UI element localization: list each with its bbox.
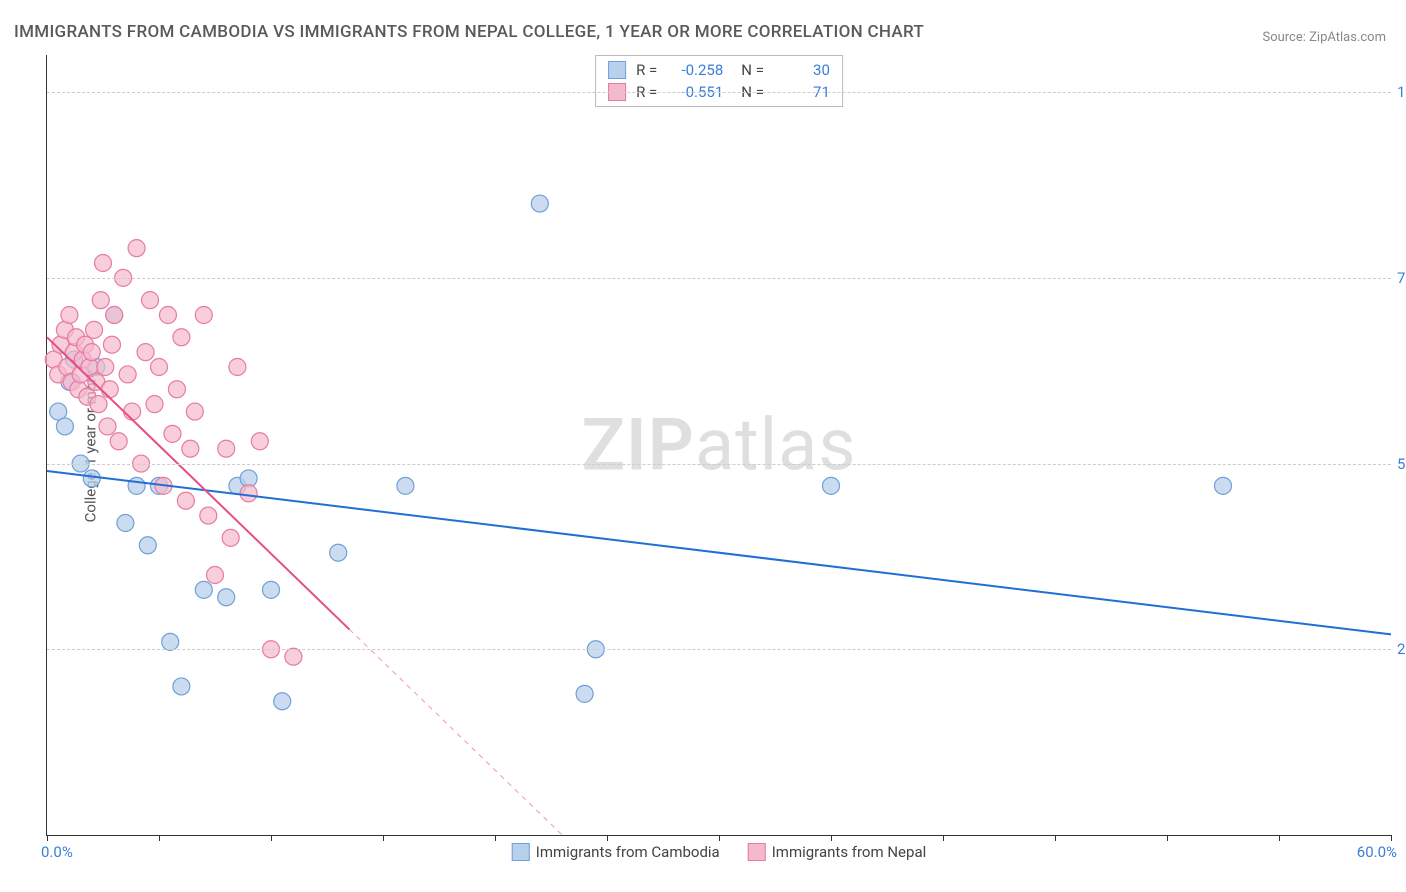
- y-tick-label: 75.0%: [1397, 269, 1406, 287]
- n-label: N =: [741, 61, 764, 79]
- series-legend: Immigrants from Cambodia Immigrants from…: [512, 843, 927, 861]
- swatch-nepal: [748, 843, 766, 861]
- legend-row-cambodia: R = -0.258 N = 30: [608, 59, 830, 81]
- legend-label-nepal: Immigrants from Nepal: [772, 843, 927, 861]
- r-value-cambodia: -0.258: [663, 61, 723, 79]
- x-axis-max-label: 60.0%: [1357, 843, 1397, 861]
- swatch-cambodia: [512, 843, 530, 861]
- scatter-svg: [47, 55, 1391, 835]
- swatch-cambodia: [608, 61, 626, 79]
- x-axis-min-label: 0.0%: [41, 843, 73, 861]
- legend-item-cambodia: Immigrants from Cambodia: [512, 843, 720, 861]
- legend-item-nepal: Immigrants from Nepal: [748, 843, 927, 861]
- y-tick-label: 50.0%: [1397, 455, 1406, 473]
- chart-plot-area: ZIPatlas R = -0.258 N = 30 R = -0.551 N …: [46, 55, 1391, 836]
- chart-title: IMMIGRANTS FROM CAMBODIA VS IMMIGRANTS F…: [14, 22, 924, 42]
- y-tick-label: 25.0%: [1397, 640, 1406, 658]
- correlation-legend: R = -0.258 N = 30 R = -0.551 N = 71: [595, 55, 843, 107]
- n-value-cambodia: 30: [770, 61, 830, 79]
- y-tick-label: 100.0%: [1397, 83, 1406, 101]
- legend-label-cambodia: Immigrants from Cambodia: [536, 843, 720, 861]
- r-label: R =: [636, 61, 657, 79]
- source-label: Source: ZipAtlas.com: [1262, 30, 1386, 45]
